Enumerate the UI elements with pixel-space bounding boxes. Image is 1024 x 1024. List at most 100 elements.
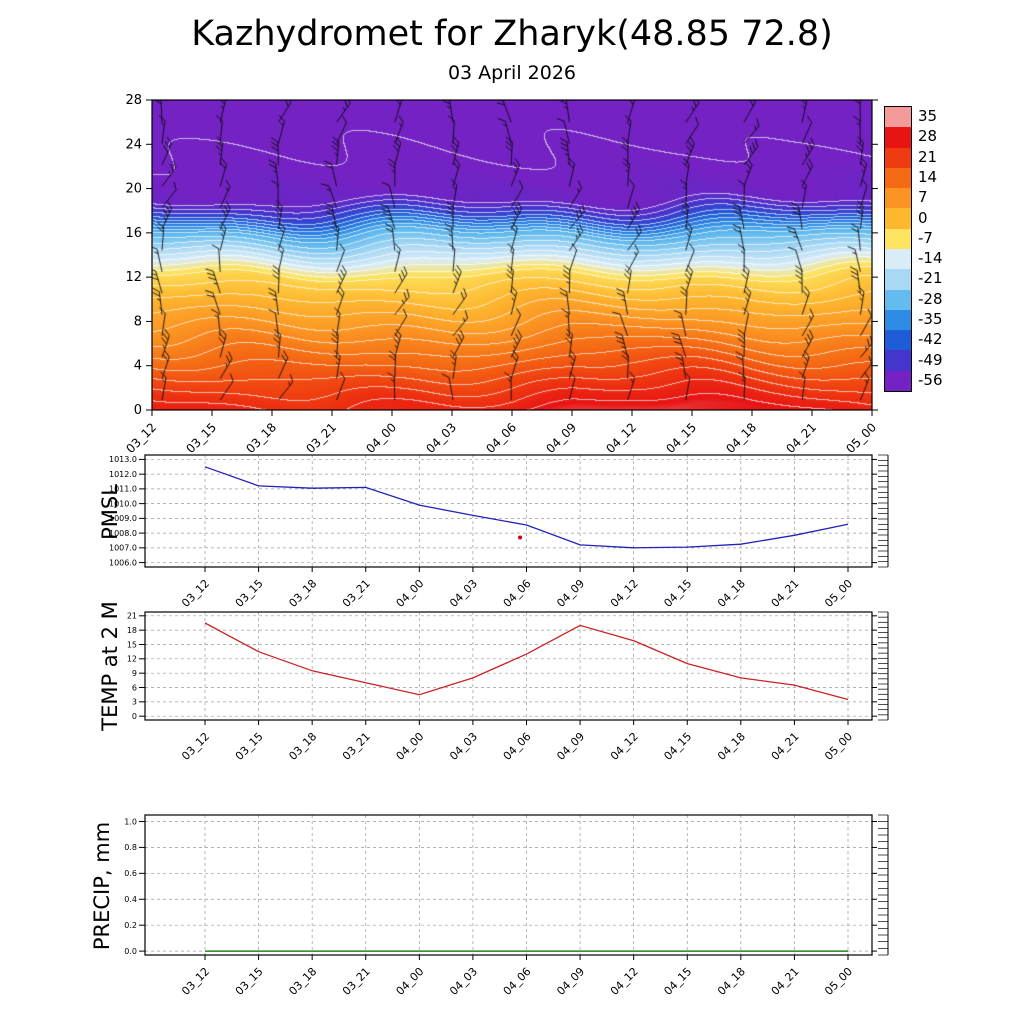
colorbar-tick-label: -35: [918, 310, 943, 328]
temp-2m-frame: [144, 611, 873, 721]
colorbar-segment: [885, 188, 911, 209]
stray-marker: [518, 535, 523, 540]
page-title: Kazhydromet for Zharyk(48.85 72.8): [191, 14, 833, 54]
x-tick-label: 04_00: [394, 965, 427, 998]
x-tick-label: 04_03: [447, 730, 480, 763]
x-tick-label: 04_18: [715, 577, 748, 610]
temp2m-axis-label: TEMP at 2 M: [98, 601, 122, 731]
y-tick-label: 1006.0: [109, 558, 137, 567]
x-tick-label: 04_21: [769, 730, 802, 763]
colorbar-tick-label: 21: [918, 147, 938, 166]
pmsl-frame: [144, 454, 873, 568]
x-tick-label: 03_12: [179, 965, 212, 998]
x-tick-label: 03_18: [286, 965, 319, 998]
colorbar-segment: [885, 370, 911, 391]
x-tick-label: 03_15: [233, 577, 266, 610]
colorbar-segment: [885, 289, 911, 310]
colorbar-segment: [885, 248, 911, 270]
y-tick-label: 20: [125, 182, 142, 197]
x-tick-label: 04_09: [554, 965, 587, 998]
x-tick-label: 03_12: [179, 730, 212, 763]
colorbar-tick-label: -7: [918, 228, 933, 247]
colorbar-tick-label: -28: [918, 289, 943, 308]
x-tick-label: 04_09: [554, 730, 587, 763]
x-tick-label: 04_12: [608, 730, 641, 763]
x-tick-label: 04_06: [501, 730, 534, 763]
colorbar-segment: [885, 208, 911, 229]
x-tick-label: 04_00: [394, 730, 427, 763]
x-tick-label: 04_15: [663, 420, 699, 456]
colorbar-tick-label: -14: [918, 249, 943, 268]
temperature-section-heatmap: [152, 100, 872, 410]
y-tick-label: 12: [125, 270, 142, 285]
x-tick-label: 04_09: [554, 577, 587, 610]
date-subtitle: 03 April 2026: [447, 62, 577, 84]
colorbar-segment: [885, 309, 911, 331]
y-tick-label: 1007.0: [109, 544, 137, 553]
colorbar-segment: [885, 167, 911, 189]
x-tick-label: 04_21: [769, 965, 802, 998]
y-tick-label: 0.8: [124, 843, 137, 852]
y-tick-label: 12: [127, 655, 137, 664]
x-tick-label: 05_00: [822, 577, 855, 610]
x-tick-label: 04_06: [501, 965, 534, 998]
colorbar-tick-label: 0: [918, 208, 928, 227]
x-tick-label: 03_15: [233, 965, 266, 998]
colorbar-tick-label: 28: [918, 127, 938, 146]
x-tick-label: 04_12: [608, 965, 641, 998]
y-tick-label: 18: [127, 626, 137, 635]
y-tick-label: 28: [125, 93, 142, 108]
pmsl-axis-label: PMSL: [98, 484, 122, 540]
y-tick-label: 16: [125, 226, 142, 241]
x-tick-label: 03_15: [233, 730, 266, 763]
x-tick-label: 03_18: [286, 730, 319, 763]
x-tick-label: 03_21: [303, 420, 339, 456]
y-tick-label: 1.0: [124, 817, 137, 826]
x-tick-label: 04_15: [661, 577, 694, 610]
x-tick-label: 03_15: [183, 420, 219, 456]
y-tick-label: 1012.0: [109, 470, 137, 479]
colorbar-tick-label: 14: [918, 168, 938, 186]
x-tick-label: 04_18: [715, 730, 748, 763]
colorbar-segment: [885, 330, 911, 351]
x-tick-label: 04_15: [661, 730, 694, 763]
x-tick-label: 05_00: [822, 965, 855, 998]
y-tick-label: 0.4: [124, 895, 137, 904]
x-tick-label: 03_18: [286, 577, 319, 610]
x-tick-label: 05_00: [822, 730, 855, 763]
colorbar-tick-label: -49: [918, 350, 943, 369]
y-tick-label: 0.6: [124, 869, 137, 878]
x-tick-label: 04_21: [783, 420, 819, 456]
x-tick-label: 03_21: [340, 730, 373, 763]
colorbar-segment: [885, 350, 911, 371]
y-tick-label: 6: [132, 683, 137, 692]
x-tick-label: 04_00: [363, 420, 399, 456]
x-tick-label: 04_03: [447, 965, 480, 998]
colorbar-segment: [885, 127, 911, 148]
colorbar-segment: [885, 228, 911, 249]
y-tick-label: 1013.0: [109, 455, 137, 464]
x-tick-label: 04_00: [394, 577, 427, 610]
y-tick-label: 0: [132, 712, 137, 721]
precip-frame: [144, 814, 873, 956]
colorbar-segment: [885, 107, 911, 128]
x-tick-label: 04_18: [723, 420, 759, 456]
x-tick-label: 04_18: [715, 965, 748, 998]
y-tick-label: 0: [134, 403, 142, 418]
colorbar-tick-label: 7: [918, 188, 928, 207]
temp-2m-line: [204, 622, 849, 701]
colorbar-tick-label: 35: [918, 107, 938, 126]
y-tick-label: 4: [134, 359, 142, 374]
x-tick-label: 05_00: [843, 420, 879, 456]
y-tick-label: 21: [127, 612, 137, 621]
x-tick-label: 04_15: [661, 965, 694, 998]
x-tick-label: 03_18: [243, 420, 279, 456]
precip-axis-label: PRECIP, mm: [90, 821, 114, 951]
y-tick-label: 3: [132, 698, 137, 707]
x-tick-label: 03_21: [340, 577, 373, 610]
colorbar-segment: [885, 269, 911, 290]
y-tick-label: 24: [125, 137, 142, 152]
x-tick-label: 03_21: [340, 965, 373, 998]
x-tick-label: 04_06: [483, 420, 519, 456]
